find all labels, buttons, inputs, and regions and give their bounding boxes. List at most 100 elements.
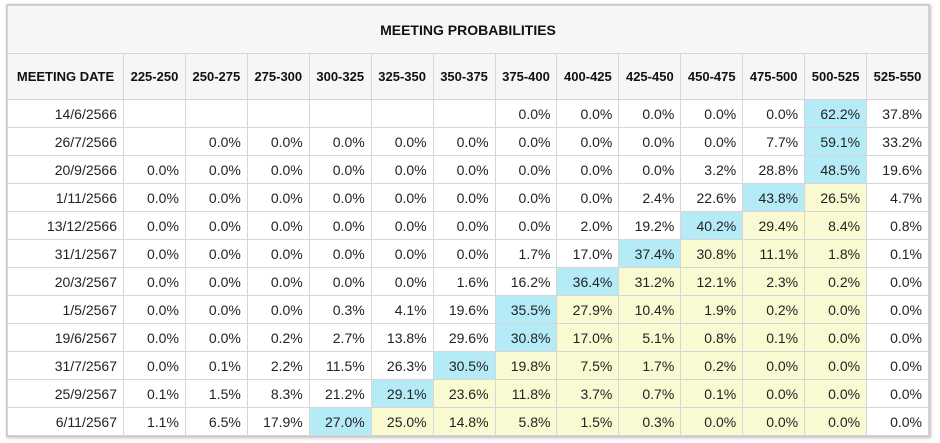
probability-cell: 0.0% <box>804 407 868 436</box>
meeting-date-cell: 19/6/2567 <box>7 323 124 352</box>
probability-cell: 0.0% <box>866 407 929 436</box>
probability-cell: 6.5% <box>184 407 248 436</box>
probability-cell: 3.2% <box>680 155 744 184</box>
probability-cell: 1.6% <box>432 267 496 296</box>
probability-cell: 25.0% <box>370 407 434 436</box>
probability-cell: 17.0% <box>556 239 620 268</box>
probability-cell: 0.0% <box>246 211 310 240</box>
column-header-rate-range: 400-425 <box>556 53 620 100</box>
probability-cell: 0.8% <box>680 323 744 352</box>
probability-cell: 26.5% <box>804 183 868 212</box>
meeting-date-cell: 25/9/2567 <box>7 379 124 408</box>
probability-cell: 0.0% <box>556 155 620 184</box>
meeting-date-cell: 13/12/2566 <box>7 211 124 240</box>
probability-cell: 0.0% <box>866 323 929 352</box>
column-header-rate-range: 300-325 <box>308 53 372 100</box>
table-row: 31/1/2567 0.0% 0.0% 0.0% 0.0% 0.0% 0.0% 1.7% 17.… <box>7 239 929 268</box>
column-header-rate-range: 350-375 <box>432 53 496 100</box>
probability-cell: 0.1% <box>123 379 186 408</box>
probability-cell: 30.8% <box>494 323 558 352</box>
probability-cell: 1.7% <box>494 239 558 268</box>
column-header-rate-range: 225-250 <box>123 53 186 100</box>
probability-cell: 0.0% <box>556 183 620 212</box>
probability-cell: 0.2% <box>742 295 806 324</box>
table-row: 20/9/2566 0.0% 0.0% 0.0% 0.0% 0.0% 0.0% 0.0% 0.0… <box>7 155 929 184</box>
table-title: MEETING PROBABILITIES <box>7 5 929 54</box>
probability-cell: 0.0% <box>432 183 496 212</box>
probability-cell: 11.5% <box>308 351 372 380</box>
probability-cell: 0.1% <box>866 239 929 268</box>
meeting-date-cell: 1/5/2567 <box>7 295 124 324</box>
probability-cell: 0.0% <box>432 127 496 156</box>
probability-cell <box>246 99 310 128</box>
probability-cell: 0.0% <box>184 127 248 156</box>
probability-cell: 0.2% <box>246 323 310 352</box>
meeting-date-cell: 26/7/2566 <box>7 127 124 156</box>
meeting-date-cell: 14/6/2566 <box>7 99 124 128</box>
probability-cell: 0.0% <box>680 407 744 436</box>
probability-cell: 0.0% <box>184 239 248 268</box>
probability-cell: 0.2% <box>804 267 868 296</box>
probability-cell: 0.0% <box>494 127 558 156</box>
probability-cell: 0.0% <box>618 155 682 184</box>
probability-cell: 0.0% <box>866 267 929 296</box>
probability-cell: 0.0% <box>246 183 310 212</box>
probability-cell: 48.5% <box>804 155 868 184</box>
probability-cell: 22.6% <box>680 183 744 212</box>
probability-cell: 1.5% <box>556 407 620 436</box>
probability-cell: 7.7% <box>742 127 806 156</box>
probability-cell: 1.8% <box>804 239 868 268</box>
probability-cell: 0.0% <box>742 379 806 408</box>
probability-cell: 17.9% <box>246 407 310 436</box>
probability-cell: 0.0% <box>123 155 186 184</box>
probability-cell: 0.0% <box>246 155 310 184</box>
probability-cell: 59.1% <box>804 127 868 156</box>
probability-cell: 0.2% <box>680 351 744 380</box>
probability-cell: 0.0% <box>804 379 868 408</box>
probability-cell: 31.2% <box>618 267 682 296</box>
probability-cell: 0.0% <box>184 183 248 212</box>
probability-cell: 0.0% <box>123 267 186 296</box>
meeting-date-cell: 31/1/2567 <box>7 239 124 268</box>
probability-cell: 0.0% <box>308 127 372 156</box>
probability-cell: 8.3% <box>246 379 310 408</box>
probability-cell: 29.4% <box>742 211 806 240</box>
probability-cell: 29.6% <box>432 323 496 352</box>
table-row: 1/5/2567 0.0% 0.0% 0.0% 0.3% 4.1% 19.6% 35.5% 27… <box>7 295 929 324</box>
probability-cell: 0.0% <box>494 99 558 128</box>
probability-cell: 0.0% <box>123 351 186 380</box>
probability-cell: 33.2% <box>866 127 929 156</box>
probability-cell: 43.8% <box>742 183 806 212</box>
probability-cell <box>123 99 186 128</box>
probability-cell: 7.5% <box>556 351 620 380</box>
probability-cell: 12.1% <box>680 267 744 296</box>
probability-cell <box>184 99 248 128</box>
column-header-rate-range: 425-450 <box>618 53 682 100</box>
probability-cell: 5.1% <box>618 323 682 352</box>
probability-cell: 1.1% <box>123 407 186 436</box>
probability-cell: 27.9% <box>556 295 620 324</box>
probability-cell: 0.0% <box>308 267 372 296</box>
probability-cell: 26.3% <box>370 351 434 380</box>
probability-cell: 0.0% <box>432 211 496 240</box>
probability-cell: 17.0% <box>556 323 620 352</box>
probability-cell: 0.0% <box>494 155 558 184</box>
probability-cell: 3.7% <box>556 379 620 408</box>
probability-cell: 0.1% <box>680 379 744 408</box>
probability-cell: 29.1% <box>370 379 434 408</box>
column-header-meeting-date: MEETING DATE <box>7 53 124 100</box>
probability-cell <box>123 127 186 156</box>
probability-cell: 5.8% <box>494 407 558 436</box>
probability-cell: 0.0% <box>308 211 372 240</box>
probability-cell: 0.0% <box>184 211 248 240</box>
probability-cell: 0.0% <box>123 183 186 212</box>
meeting-date-cell: 20/9/2566 <box>7 155 124 184</box>
probability-cell: 0.0% <box>184 155 248 184</box>
probability-cell: 4.7% <box>866 183 929 212</box>
probability-cell: 0.1% <box>742 323 806 352</box>
probability-cell <box>308 99 372 128</box>
probability-cell: 1.5% <box>184 379 248 408</box>
probability-cell: 0.0% <box>866 295 929 324</box>
probability-cell: 2.3% <box>742 267 806 296</box>
probability-cell: 0.0% <box>370 267 434 296</box>
